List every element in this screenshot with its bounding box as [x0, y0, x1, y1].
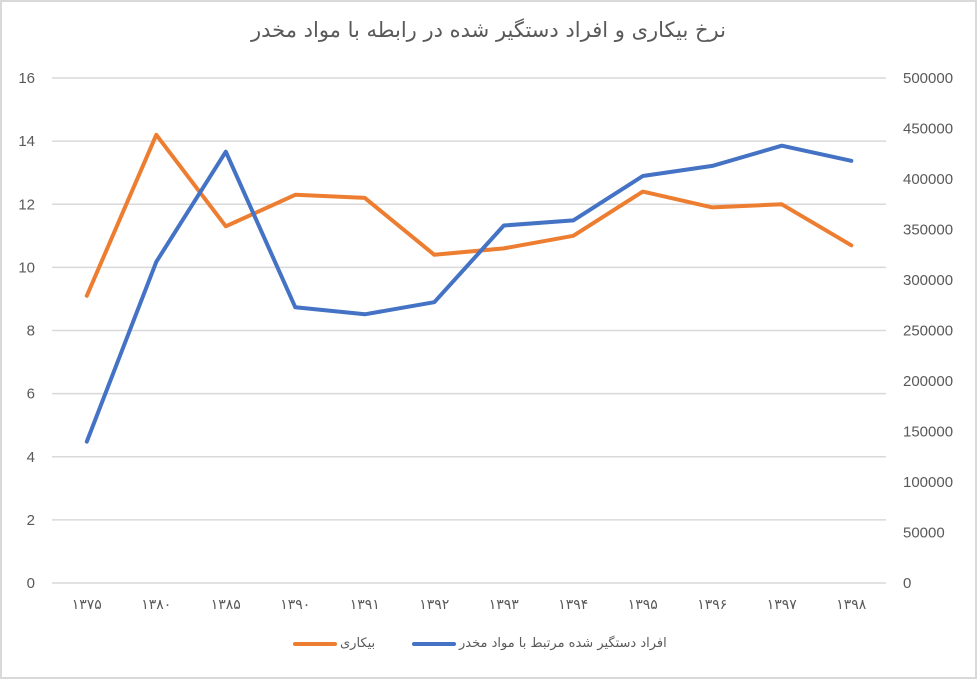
x-axis-tick: ۱۳۸۰ [141, 597, 171, 613]
series-line [84, 132, 854, 298]
left-axis-tick: 0 [27, 575, 35, 592]
legend-label: بیکاری [340, 636, 376, 651]
right-axis-tick: 350000 [903, 222, 953, 239]
legend-label: افراد دستگیر شده مرتبط با مواد مخدر [459, 636, 667, 651]
legend-swatch-blue [412, 641, 456, 646]
x-axis-tick: ۱۳۹۶ [697, 597, 727, 613]
left-axis-tick: 6 [27, 386, 35, 403]
x-axis-tick: ۱۳۹۴ [558, 597, 588, 613]
left-axis-tick: 4 [27, 449, 35, 466]
legend-item-unemployment: بیکاری [293, 636, 375, 651]
x-axis-tick: ۱۳۹۵ [628, 597, 658, 613]
left-axis-tick: 10 [18, 259, 35, 276]
right-axis-tick: 300000 [903, 272, 953, 289]
legend-swatch-orange [293, 641, 337, 646]
left-axis-tick: 8 [27, 323, 35, 340]
right-axis-tick: 50000 [903, 525, 945, 542]
right-axis-tick: 100000 [903, 474, 953, 491]
left-axis-tick: 12 [18, 196, 35, 213]
right-axis-tick: 500000 [903, 70, 953, 87]
x-axis-tick: ۱۳۸۵ [211, 597, 241, 613]
right-axis-tick: 0 [903, 575, 911, 592]
left-axis-tick: 14 [18, 133, 35, 150]
right-axis-tick: 400000 [903, 171, 953, 188]
right-axis-tick: 250000 [903, 323, 953, 340]
x-axis-tick: ۱۳۹۷ [767, 597, 798, 613]
left-axis-tick: 2 [27, 512, 35, 529]
chart-title: نرخ بیکاری و افراد دستگیر شده در رابطه ب… [250, 18, 726, 42]
x-axis-tick: ۱۳۹۸ [836, 597, 867, 613]
left-axis-tick: 16 [18, 70, 35, 87]
legend: بیکاری افراد دستگیر شده مرتبط با مواد مخ… [0, 636, 977, 660]
series-line [84, 143, 854, 444]
x-axis-tick: ۱۳۹۲ [419, 597, 449, 613]
x-axis-tick: ۱۳۹۰ [280, 597, 310, 613]
x-axis-tick: ۱۳۹۱ [350, 597, 380, 613]
x-axis-tick: ۱۳۹۳ [489, 597, 520, 613]
right-axis-tick: 450000 [903, 121, 953, 138]
right-axis-tick: 200000 [903, 373, 953, 390]
legend-item-arrests: افراد دستگیر شده مرتبط با مواد مخدر [412, 636, 667, 651]
right-axis-tick: 150000 [903, 424, 953, 441]
x-axis-tick: ۱۳۷۵ [72, 597, 102, 613]
